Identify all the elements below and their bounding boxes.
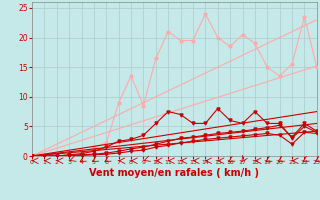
X-axis label: Vent moyen/en rafales ( km/h ): Vent moyen/en rafales ( km/h ) [89, 168, 260, 178]
